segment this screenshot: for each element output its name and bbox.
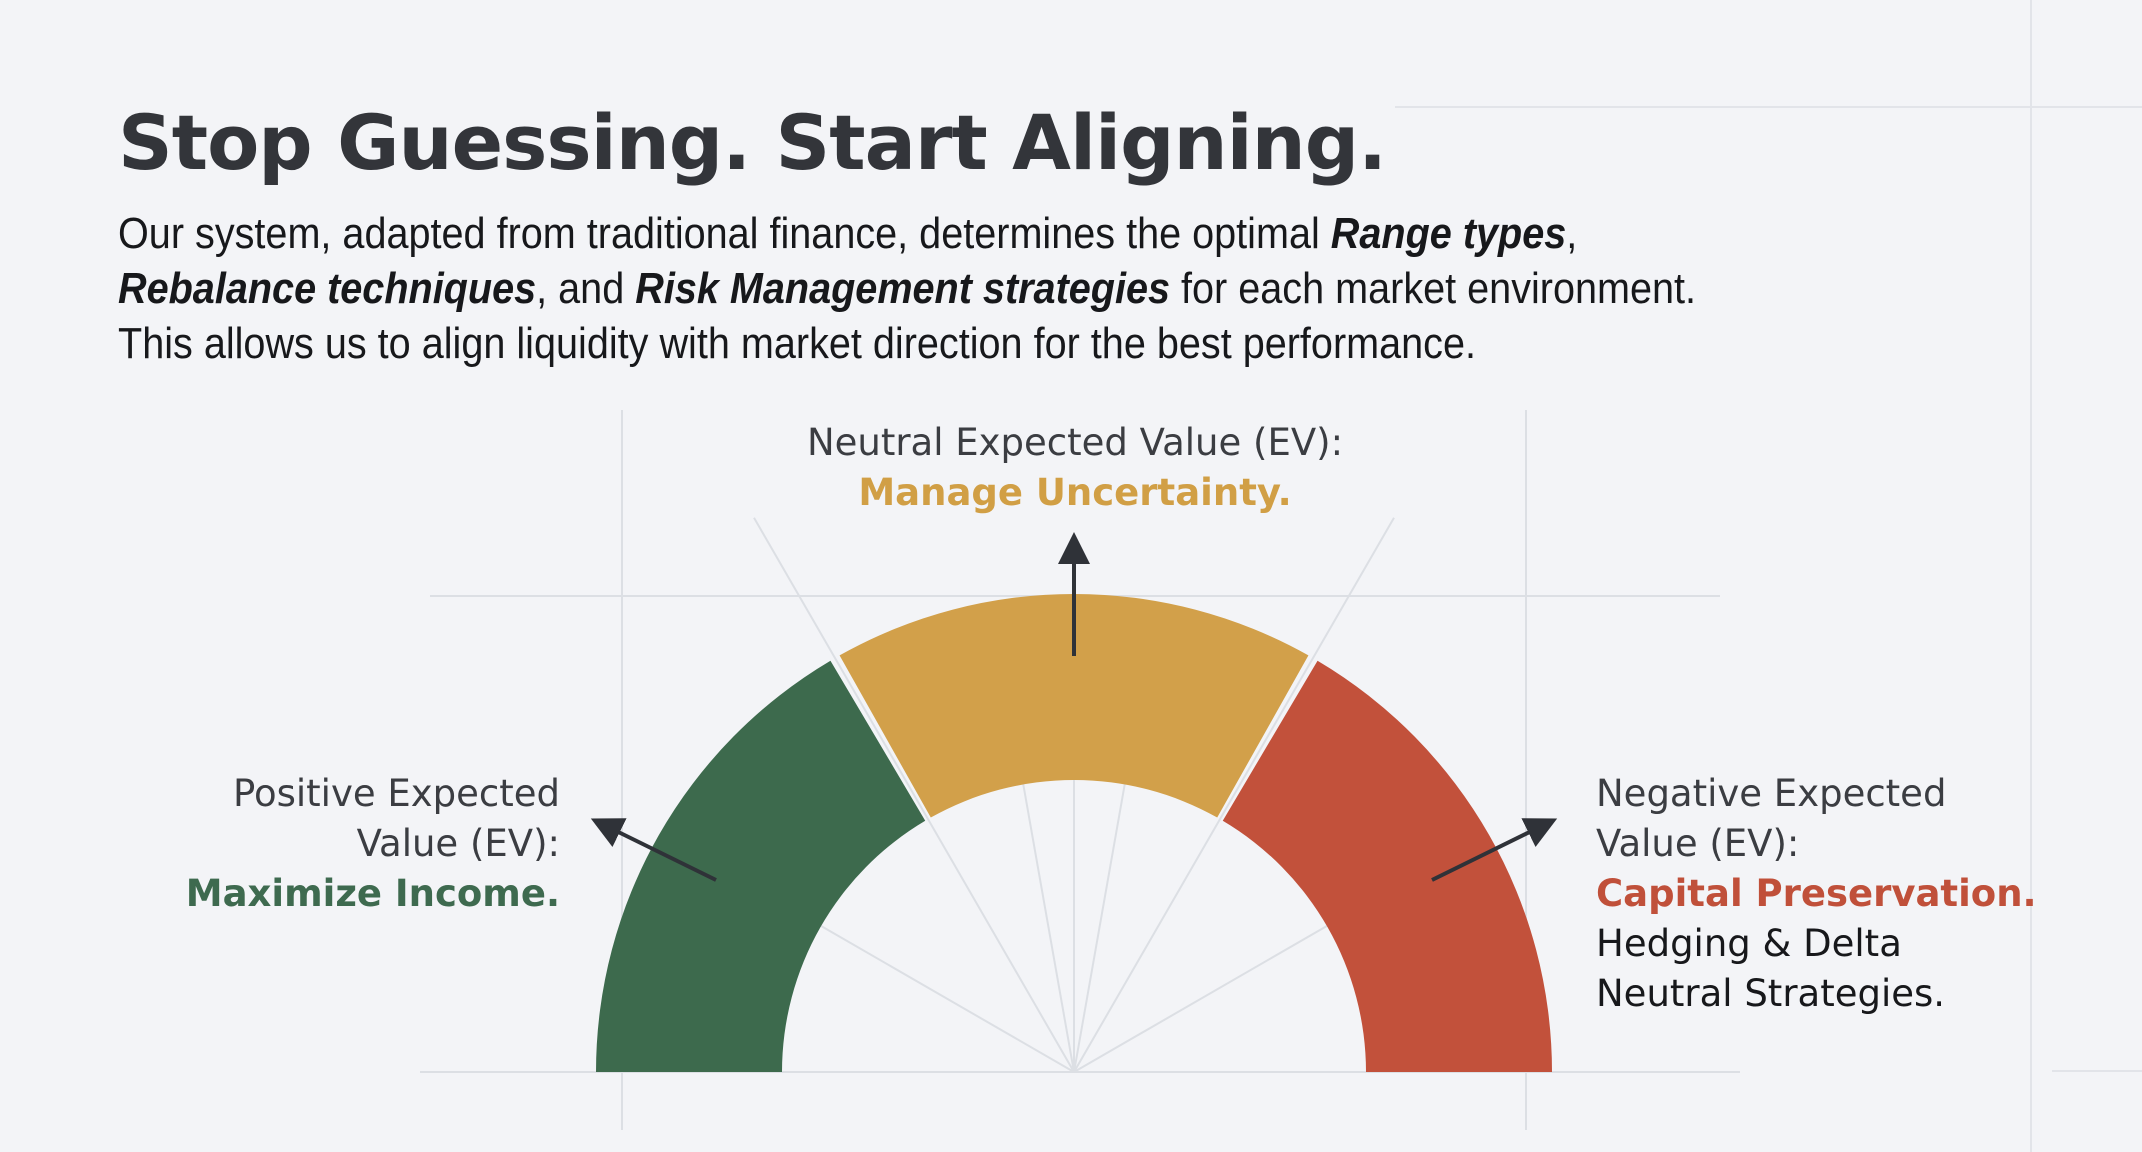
neutral-heading: Neutral Expected Value (EV): (806, 421, 1344, 464)
intro-text-1: Our system, adapted from traditional fin… (118, 209, 1331, 258)
intro-paragraph: Our system, adapted from traditional fin… (118, 206, 1738, 371)
intro-text-2: for each market environment. This allows… (118, 264, 1697, 368)
negative-detail-2: Neutral Strategies. (1596, 972, 1946, 1015)
guide-ray-6 (1073, 925, 1328, 1073)
guide-line-top-right (1395, 106, 2142, 108)
label-neutral-ev: Neutral Expected Value (EV): Manage Unce… (700, 418, 1450, 518)
guide-ray-2 (1022, 784, 1075, 1073)
guide-ray-4 (1073, 784, 1126, 1073)
negative-highlight: Capital Preservation. (1596, 872, 2037, 915)
gauge-segments (596, 594, 1552, 1072)
negative-line-1: Negative Expected (1596, 772, 1947, 815)
positive-line-1: Positive Expected (232, 772, 560, 815)
page-title: Stop Guessing. Start Aligning. (118, 98, 1387, 187)
arrow-negative (1431, 818, 1558, 882)
neutral-highlight: Manage Uncertainty. (858, 471, 1292, 514)
negative-line-2: Value (EV): (1596, 822, 1800, 865)
positive-highlight: Maximize Income. (185, 872, 560, 915)
intro-separator-1: , (1566, 209, 1578, 258)
gauge-segment-positive (596, 660, 926, 1072)
intro-emphasis-rebalance: Rebalance techniques (118, 264, 537, 313)
negative-detail-1: Hedging & Delta (1596, 922, 1902, 965)
gauge-segment-neutral (839, 594, 1309, 818)
label-positive-ev: Positive Expected Value (EV): Maximize I… (160, 769, 560, 919)
guide-ray-5 (1073, 517, 1395, 1073)
intro-emphasis-range-types: Range types (1330, 209, 1567, 258)
gauge-segment-negative (1222, 660, 1552, 1072)
gauge-arrows (590, 532, 1558, 882)
positive-line-2: Value (EV): (356, 822, 560, 865)
arrow-positive (590, 818, 717, 882)
guide-line-bottom-right (2052, 1070, 2142, 1072)
guide-line-right-vertical (2030, 0, 2032, 1152)
intro-emphasis-risk-management: Risk Management strategies (635, 264, 1171, 313)
intro-separator-2: , and (536, 264, 636, 313)
guide-ray-1 (753, 517, 1075, 1073)
guide-ray-0 (820, 925, 1075, 1073)
label-negative-ev: Negative Expected Value (EV): Capital Pr… (1596, 769, 2116, 1019)
